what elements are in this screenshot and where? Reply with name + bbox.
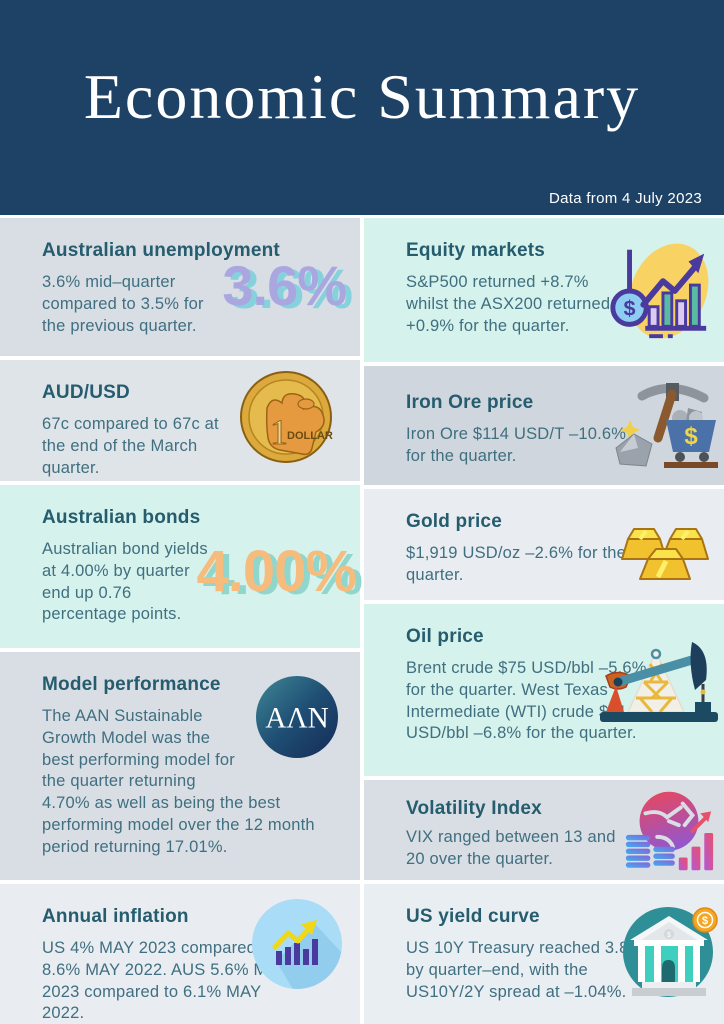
coin-numeral: 1 (270, 412, 288, 452)
volatility-globe-icon (618, 785, 718, 882)
card-body: $1,919 USD/oz –2.6% for the quarter. (406, 544, 627, 584)
card-body: The AAN Sustainable Growth Model was the… (42, 707, 315, 856)
data-date-note: Data from 4 July 2023 (548, 190, 702, 207)
card-aud-usd: AUD/USD 67c compared to 67c at the end o… (0, 360, 360, 481)
aan-logo-icon: AΛN (256, 676, 338, 763)
card-title: Annual inflation (42, 906, 189, 927)
pediment-dollar: $ (667, 932, 671, 939)
header: Economic Summary Data from 4 July 2023 (0, 0, 724, 215)
left-column: Australian unemployment 3.6% mid–quarter… (0, 218, 360, 1024)
treasury-bank-icon: $ $ (618, 894, 724, 1017)
right-column: Equity markets S&P500 returned +8.7% whi… (364, 218, 724, 1024)
page-title: Economic Summary (83, 61, 641, 132)
card-body: US 10Y Treasury reached 3.8% by quarter–… (406, 939, 644, 1001)
card-body: 3.6% mid–quarter compared to 3.5% for th… (42, 273, 204, 335)
cards-grid: Australian unemployment 3.6% mid–quarter… (0, 215, 724, 1024)
dollar-coin-icon: 1 DOLLAR (239, 370, 334, 470)
card-volatility-index: Volatility Index VIX ranged between 13 a… (364, 780, 724, 880)
card-title: Australian unemployment (42, 240, 280, 261)
card-model-performance: AΛN Model performance The AAN Sustainabl… (0, 652, 360, 880)
mining-cart-icon: $ (608, 372, 720, 477)
coin-label: DOLLAR (287, 430, 333, 442)
oil-pump-icon (594, 626, 724, 733)
equity-coin-dollar: $ (624, 296, 636, 321)
card-title: Australian bonds (42, 507, 201, 528)
card-body: Iron Ore $114 USD/T –10.6% for the quart… (406, 425, 627, 465)
card-body: 67c compared to 67c at the end of the Ma… (42, 415, 219, 477)
card-annual-inflation: Annual inflation US 4% MAY 2023 compared… (0, 884, 360, 1024)
card-body: VIX ranged between 13 and 20 over the qu… (406, 828, 616, 868)
coin-dollar: $ (702, 915, 708, 927)
aan-logo-text: AΛN (265, 703, 329, 735)
card-iron-ore-price: Iron Ore price Iron Ore $114 USD/T –10.6… (364, 366, 724, 485)
card-body: US 4% MAY 2023 compared to 8.6% MAY 2022… (42, 939, 289, 1023)
card-title: Oil price (406, 626, 484, 647)
card-title: Gold price (406, 511, 502, 532)
equity-chart-icon: $ (604, 230, 716, 355)
cart-dollar: $ (684, 423, 698, 450)
card-title: Volatility Index (406, 798, 542, 819)
card-oil-price: Oil price Brent crude $75 USD/bbl –5.6% … (364, 604, 724, 776)
card-equity-markets: Equity markets S&P500 returned +8.7% whi… (364, 218, 724, 362)
unemployment-big-value: 3.6% (222, 254, 347, 317)
bonds-big-value: 4.00% (196, 539, 357, 604)
card-australian-bonds: Australian bonds Australian bond yields … (0, 485, 360, 648)
card-body: Australian bond yields at 4.00% by quart… (42, 540, 208, 624)
card-title: Iron Ore price (406, 392, 534, 413)
inflation-chart-icon (250, 897, 344, 996)
card-gold-price: Gold price $1,919 USD/oz –2.6% for the q… (364, 489, 724, 600)
card-body: S&P500 returned +8.7% whilst the ASX200 … (406, 273, 611, 335)
card-us-yield-curve: US yield curve US 10Y Treasury reached 3… (364, 884, 724, 1024)
card-australian-unemployment: Australian unemployment 3.6% mid–quarter… (0, 218, 360, 356)
card-title: US yield curve (406, 906, 540, 927)
card-body: Brent crude $75 USD/bbl –5.6% for the qu… (406, 659, 647, 743)
card-title: Equity markets (406, 240, 546, 261)
gold-bars-icon (612, 515, 716, 590)
card-title: Model performance (42, 674, 221, 695)
card-title: AUD/USD (42, 382, 130, 403)
